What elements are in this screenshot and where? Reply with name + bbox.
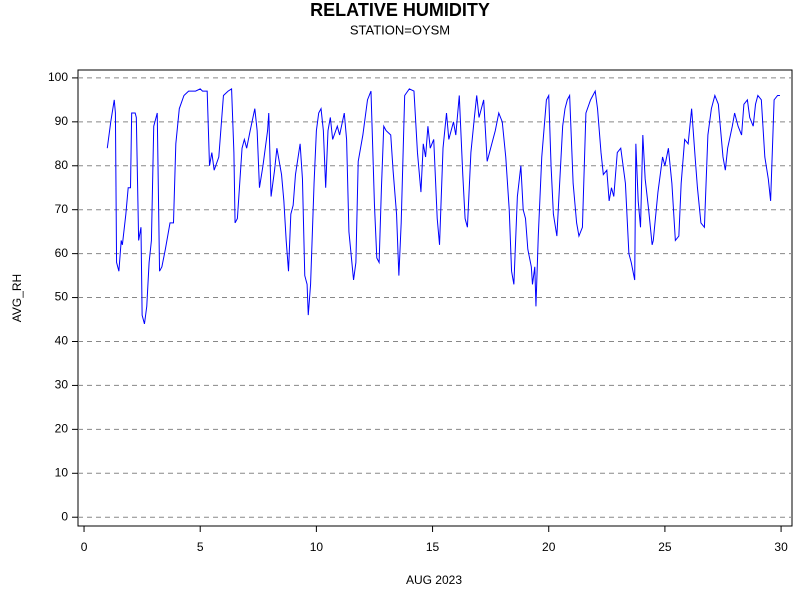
x-tick-label: 25 (658, 540, 672, 554)
x-tick-label: 15 (426, 540, 440, 554)
y-tick-label: 80 (55, 158, 69, 172)
x-tick-label: 30 (774, 540, 788, 554)
y-tick-label: 0 (61, 509, 68, 523)
y-tick-label: 10 (55, 465, 69, 479)
y-tick-label: 60 (55, 246, 69, 260)
x-tick-label: 20 (542, 540, 556, 554)
y-axis-label: AVG_RH (10, 274, 24, 322)
chart-title: RELATIVE HUMIDITY (310, 0, 490, 20)
x-tick-label: 10 (310, 540, 324, 554)
chart-subtitle: STATION=OYSM (350, 22, 450, 37)
x-tick-label: 5 (197, 540, 204, 554)
y-tick-label: 50 (55, 290, 69, 304)
x-tick-label: 0 (81, 540, 88, 554)
data-line (106, 88, 780, 325)
y-tick-label: 100 (48, 70, 68, 84)
x-axis-label: AUG 2023 (406, 573, 462, 587)
y-tick-label: 20 (55, 422, 69, 436)
y-tick-label: 70 (55, 202, 69, 216)
y-tick-label: 40 (55, 334, 69, 348)
y-tick-label: 30 (55, 378, 69, 392)
y-tick-label: 90 (55, 114, 69, 128)
